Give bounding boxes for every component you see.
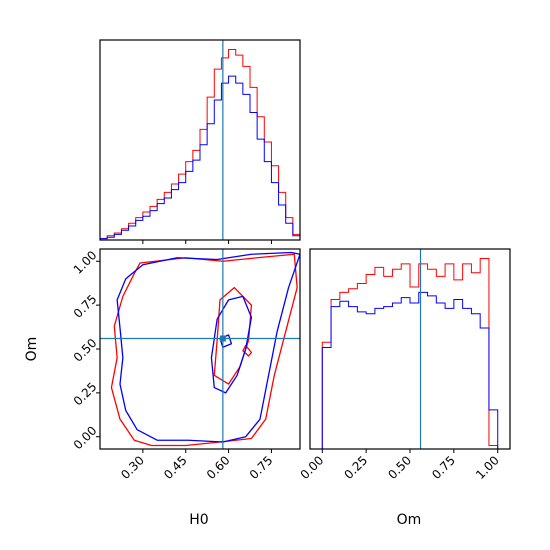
- om-axis-tick-label: 0.00: [71, 423, 100, 452]
- om-axis-tick-label: 0.75: [71, 292, 100, 321]
- om-hist-tick-label: 0.25: [341, 453, 370, 482]
- h0-axis-tick-label: 0.75: [247, 453, 276, 482]
- h0-hist-blue-series: [99, 75, 301, 240]
- contour-frame: [99, 248, 301, 450]
- x-axis-label-om: Om: [397, 512, 422, 528]
- om-hist-tick-label: 0.00: [298, 453, 327, 482]
- red-contour-2: [242, 344, 253, 357]
- h0-hist-frame: [99, 39, 301, 241]
- h0-histogram-panel: [99, 39, 301, 244]
- h0-om-contour-panel: 0.30 0.45 0.60 0.75 0.00 0.25 0.50 0.75 1.00: [71, 248, 301, 482]
- om-axis-tick-label: 1.00: [71, 248, 100, 277]
- x-axis-label-h0: H0: [189, 512, 208, 528]
- h0-hist-red-series: [99, 49, 301, 240]
- om-axis-tick-label: 0.50: [71, 336, 100, 365]
- om-hist-blue-series: [313, 291, 507, 450]
- h0-axis-tick-label: 0.45: [161, 453, 190, 482]
- om-hist-tick-label: 0.50: [385, 453, 414, 482]
- om-axis-tick-label: 0.25: [71, 380, 100, 409]
- h0-axis-tick-label: 0.30: [118, 453, 147, 482]
- y-axis-label-om: Om: [24, 337, 40, 362]
- om-hist-tick-label: 0.75: [429, 453, 458, 482]
- blue-contour-4: [210, 295, 253, 394]
- om-hist-red-series: [313, 258, 507, 450]
- om-histogram-panel: 0.00 0.25 0.50 0.75 1.00: [298, 248, 511, 482]
- h0-axis-tick-label: 0.60: [204, 453, 233, 482]
- blue-contour-3: [116, 251, 301, 443]
- truth-marker: [219, 335, 226, 342]
- om-hist-tick-label: 1.00: [473, 453, 502, 482]
- red-contour-0: [110, 253, 298, 447]
